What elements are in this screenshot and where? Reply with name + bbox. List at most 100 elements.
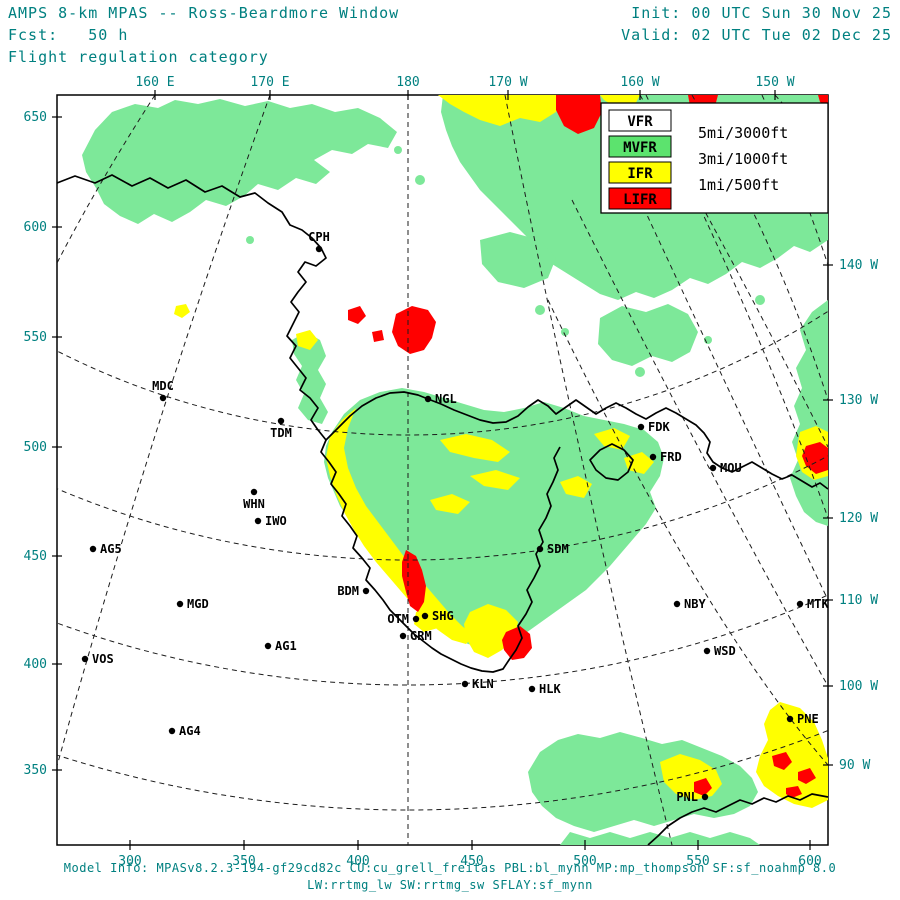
legend-swatch-ifr bbox=[608, 161, 672, 184]
model-info-line1: Model Info: MPASv8.2.3-194-gf29cd82c CU:… bbox=[63, 861, 837, 875]
meridian-90w bbox=[547, 299, 828, 766]
station-label: NGL bbox=[435, 392, 457, 406]
station-marker bbox=[89, 545, 97, 553]
station-marker bbox=[461, 680, 469, 688]
legend-label-lifr: LIFR bbox=[623, 192, 657, 208]
mvfr-patch bbox=[480, 232, 556, 288]
axis-label-left: 550 bbox=[24, 330, 47, 345]
coastline-island bbox=[589, 443, 634, 481]
legend-label-ifr: IFR bbox=[627, 166, 653, 182]
legend-threshold-ifr-lifr: 1mi/500ft bbox=[698, 176, 779, 194]
station-marker bbox=[250, 488, 258, 496]
station-marker bbox=[796, 600, 804, 608]
mvfr-patch bbox=[560, 832, 760, 845]
legend-label-vfr: VFR bbox=[627, 114, 653, 130]
legend: VFR MVFR IFR LIFR 5mi/3000ft 3mi/1000ft … bbox=[600, 102, 829, 214]
station-marker bbox=[528, 685, 536, 693]
axis-label-right: 120 W bbox=[839, 511, 878, 526]
lifr-patch bbox=[502, 626, 532, 660]
mvfr-speckle bbox=[415, 175, 425, 185]
ifr-patch bbox=[594, 428, 630, 450]
station-marker bbox=[168, 727, 176, 735]
latitude-circle bbox=[57, 455, 828, 561]
station-label: TDM bbox=[270, 426, 292, 440]
axis-label-left: 500 bbox=[24, 440, 47, 455]
meridian-120w bbox=[645, 95, 828, 519]
ifr-patch bbox=[438, 95, 560, 126]
axis-label-bottom: 600 bbox=[798, 854, 821, 869]
station-marker bbox=[399, 632, 407, 640]
station-label: PNL bbox=[676, 790, 698, 804]
station-label: MGD bbox=[187, 597, 209, 611]
product-name: Flight regulation category bbox=[8, 48, 269, 66]
lifr-patch bbox=[802, 442, 828, 474]
station-label: IWO bbox=[265, 514, 287, 528]
station-marker bbox=[649, 453, 657, 461]
axis-label-left: 350 bbox=[24, 763, 47, 778]
station-marker bbox=[159, 394, 167, 402]
station-marker bbox=[536, 545, 544, 553]
legend-swatch-vfr bbox=[608, 109, 672, 132]
axis-label-left: 400 bbox=[24, 657, 47, 672]
mvfr-patch bbox=[292, 332, 328, 424]
station-label: AG5 bbox=[100, 542, 122, 556]
station-marker bbox=[637, 423, 645, 431]
station-label: KLN bbox=[472, 677, 494, 691]
station-marker bbox=[412, 615, 420, 623]
valid-time: Valid: 02 UTC Tue 02 Dec 25 bbox=[621, 26, 892, 44]
station-label: GRM bbox=[410, 629, 432, 643]
station-marker bbox=[703, 647, 711, 655]
axis-label-bottom: 500 bbox=[573, 854, 596, 869]
station-marker bbox=[421, 612, 429, 620]
station-label: BDM bbox=[337, 584, 359, 598]
axis-label-top: 150 W bbox=[755, 75, 794, 90]
station-marker bbox=[254, 517, 262, 525]
ifr-patch bbox=[326, 408, 474, 644]
mvfr-speckle bbox=[394, 146, 402, 154]
station-marker bbox=[81, 655, 89, 663]
axis-layer: 650 600 550 500 450 400 350 140 W 130 W 120 W 110 … bbox=[24, 75, 879, 869]
axis-label-top: 160 W bbox=[620, 75, 659, 90]
station-label: PNE bbox=[797, 712, 819, 726]
axis-label-right: 110 W bbox=[839, 593, 878, 608]
station-marker bbox=[424, 395, 432, 403]
axis-label-top: 160 E bbox=[135, 75, 174, 90]
station-label: HLK bbox=[539, 682, 561, 696]
lifr-patch bbox=[348, 306, 366, 324]
mvfr-patch bbox=[82, 99, 397, 224]
ifr-patch bbox=[470, 470, 520, 490]
axis-label-bottom: 300 bbox=[118, 854, 141, 869]
station-marker bbox=[277, 417, 285, 425]
station-label: WHN bbox=[243, 497, 265, 511]
mvfr-speckle bbox=[535, 305, 545, 315]
lifr-regions bbox=[348, 95, 828, 798]
station-label: FRD bbox=[660, 450, 682, 464]
station-marker bbox=[786, 715, 794, 723]
legend-swatch-mvfr bbox=[608, 135, 672, 158]
legend-swatch-lifr bbox=[608, 187, 672, 210]
legend-threshold-vfr-mvfr: 5mi/3000ft bbox=[698, 124, 788, 142]
station-marker bbox=[673, 600, 681, 608]
axis-label-left: 600 bbox=[24, 220, 47, 235]
meridian-170e bbox=[57, 95, 271, 767]
station-label: NBY bbox=[684, 597, 706, 611]
legend-threshold-mvfr-ifr: 3mi/1000ft bbox=[698, 150, 788, 168]
station-label: AG1 bbox=[275, 639, 297, 653]
station-label: SDM bbox=[547, 542, 569, 556]
station-label: SHG bbox=[432, 609, 454, 623]
mvfr-speckle bbox=[755, 295, 765, 305]
axis-label-right: 100 W bbox=[839, 679, 878, 694]
station-label: MTK bbox=[807, 597, 829, 611]
lifr-patch bbox=[786, 786, 802, 798]
station-label: WSD bbox=[714, 644, 736, 658]
axis-label-right: 90 W bbox=[839, 758, 870, 773]
coastline-victoria-land bbox=[57, 174, 561, 673]
axis-label-top: 170 E bbox=[250, 75, 289, 90]
station-marker bbox=[176, 600, 184, 608]
axis-label-left: 650 bbox=[24, 110, 47, 125]
coastline-south-east bbox=[647, 793, 828, 845]
mvfr-speckle bbox=[635, 367, 645, 377]
lifr-patch bbox=[694, 778, 712, 796]
